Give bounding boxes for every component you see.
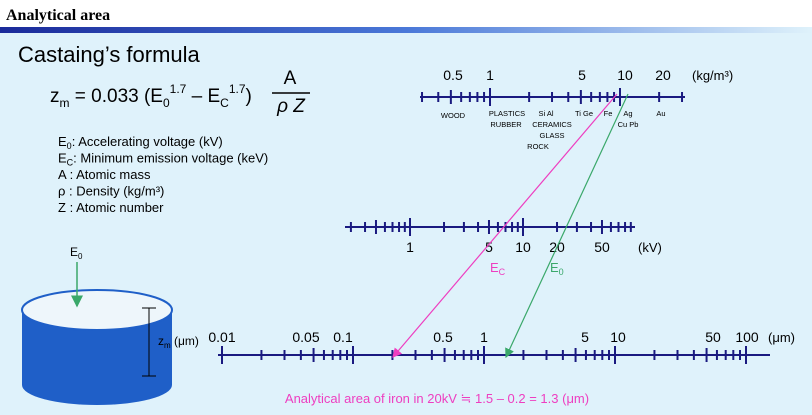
formula: zm = 0.033 (E01.7 – EC1.7) bbox=[50, 82, 252, 110]
t: E bbox=[490, 260, 499, 275]
material: Au bbox=[656, 109, 665, 118]
scale-label: 0.01 bbox=[208, 329, 235, 345]
t: z bbox=[158, 334, 164, 348]
def-sub: 0 bbox=[67, 141, 72, 151]
material: CERAMICS bbox=[532, 120, 572, 129]
def-text: : Density (kg/m³) bbox=[65, 184, 164, 199]
scale-label: 0.1 bbox=[333, 329, 353, 345]
scale-label: 0.5 bbox=[433, 329, 453, 345]
definition: ρ : Density (kg/m³) bbox=[58, 184, 164, 199]
numerator: A bbox=[284, 68, 297, 89]
t: E bbox=[70, 245, 78, 259]
denominator: ρ Z bbox=[276, 96, 306, 117]
f: C bbox=[220, 96, 229, 110]
scale-label: 0.5 bbox=[443, 67, 463, 83]
footer: Analytical area of iron in 20kV ≒ 1.5 – … bbox=[285, 391, 589, 406]
f: 1.7 bbox=[229, 82, 246, 96]
def-symbol: E bbox=[58, 151, 67, 166]
scale-label: 0.05 bbox=[292, 329, 319, 345]
e0-line bbox=[505, 93, 629, 359]
definition: E0: Accelerating voltage (kV) bbox=[58, 134, 223, 151]
f: z bbox=[50, 86, 60, 107]
def-symbol: Z bbox=[58, 200, 66, 215]
material: PLASTICS bbox=[489, 109, 525, 118]
def-text: : Atomic number bbox=[66, 200, 164, 215]
cylinder-top bbox=[21, 289, 173, 331]
def-symbol: ρ bbox=[58, 184, 65, 199]
def-symbol: A bbox=[58, 167, 67, 182]
definitions: E0: Accelerating voltage (kV)EC: Minimum… bbox=[58, 134, 268, 215]
header-title: Analytical area bbox=[6, 7, 110, 24]
f: ) bbox=[246, 86, 252, 107]
t: C bbox=[499, 267, 506, 277]
cylinder bbox=[22, 310, 172, 405]
material: Ti Ge bbox=[575, 109, 593, 118]
def-symbol: E bbox=[58, 134, 67, 149]
scale-unit: (kV) bbox=[638, 240, 662, 255]
depth-bracket bbox=[142, 307, 156, 377]
header-bg bbox=[0, 0, 812, 30]
scale-label: 10 bbox=[610, 329, 626, 345]
f: – E bbox=[186, 86, 220, 107]
material: GLASS bbox=[539, 131, 564, 140]
scale-label: 5 bbox=[578, 67, 586, 83]
def-text: : Minimum emission voltage (keV) bbox=[73, 151, 268, 166]
scale-label: 50 bbox=[594, 239, 610, 255]
formula-title: Castaing’s formula bbox=[18, 42, 201, 67]
material: Si Al bbox=[538, 109, 553, 118]
e0-label: E0 bbox=[550, 260, 564, 277]
scale-label: 5 bbox=[581, 329, 589, 345]
scale-unit: (kg/m³) bbox=[692, 68, 733, 83]
scale-label: 1 bbox=[406, 239, 414, 255]
scale-label: 100 bbox=[735, 329, 759, 345]
material: Fe bbox=[604, 109, 613, 118]
scale-label: 20 bbox=[655, 67, 671, 83]
scale-label: 1 bbox=[486, 67, 494, 83]
depth-label: zm (μm) bbox=[158, 334, 199, 350]
t: m bbox=[164, 341, 171, 350]
scale-label: 50 bbox=[705, 329, 721, 345]
f: 0 bbox=[163, 96, 170, 110]
scale-label: 1 bbox=[480, 329, 488, 345]
material: Ag bbox=[623, 109, 632, 118]
def-sub: C bbox=[67, 158, 74, 168]
t: 0 bbox=[78, 252, 83, 261]
material: ROCK bbox=[527, 142, 549, 151]
scale-label: 5 bbox=[485, 239, 493, 255]
def-text: : Accelerating voltage (kV) bbox=[72, 134, 223, 149]
definition: EC: Minimum emission voltage (keV) bbox=[58, 151, 268, 168]
material: RUBBER bbox=[490, 120, 522, 129]
definition: Z : Atomic number bbox=[58, 200, 164, 215]
header-bar bbox=[0, 27, 812, 33]
def-text: : Atomic mass bbox=[66, 167, 151, 182]
definition: A : Atomic mass bbox=[58, 167, 151, 182]
scale-label: 10 bbox=[515, 239, 531, 255]
scale-label: 10 bbox=[617, 67, 633, 83]
material: WOOD bbox=[441, 111, 466, 120]
beam-label: E0 bbox=[70, 245, 83, 261]
f: 1.7 bbox=[170, 82, 187, 96]
ec-label: EC bbox=[490, 260, 506, 277]
t: E bbox=[550, 260, 559, 275]
material: Cu Pb bbox=[618, 120, 639, 129]
f: m bbox=[60, 96, 70, 110]
scale-unit: (μm) bbox=[768, 330, 795, 345]
ec-line bbox=[392, 93, 618, 358]
t: 0 bbox=[559, 267, 564, 277]
f: = 0.033 (E bbox=[70, 86, 163, 107]
t: (μm) bbox=[171, 334, 199, 348]
